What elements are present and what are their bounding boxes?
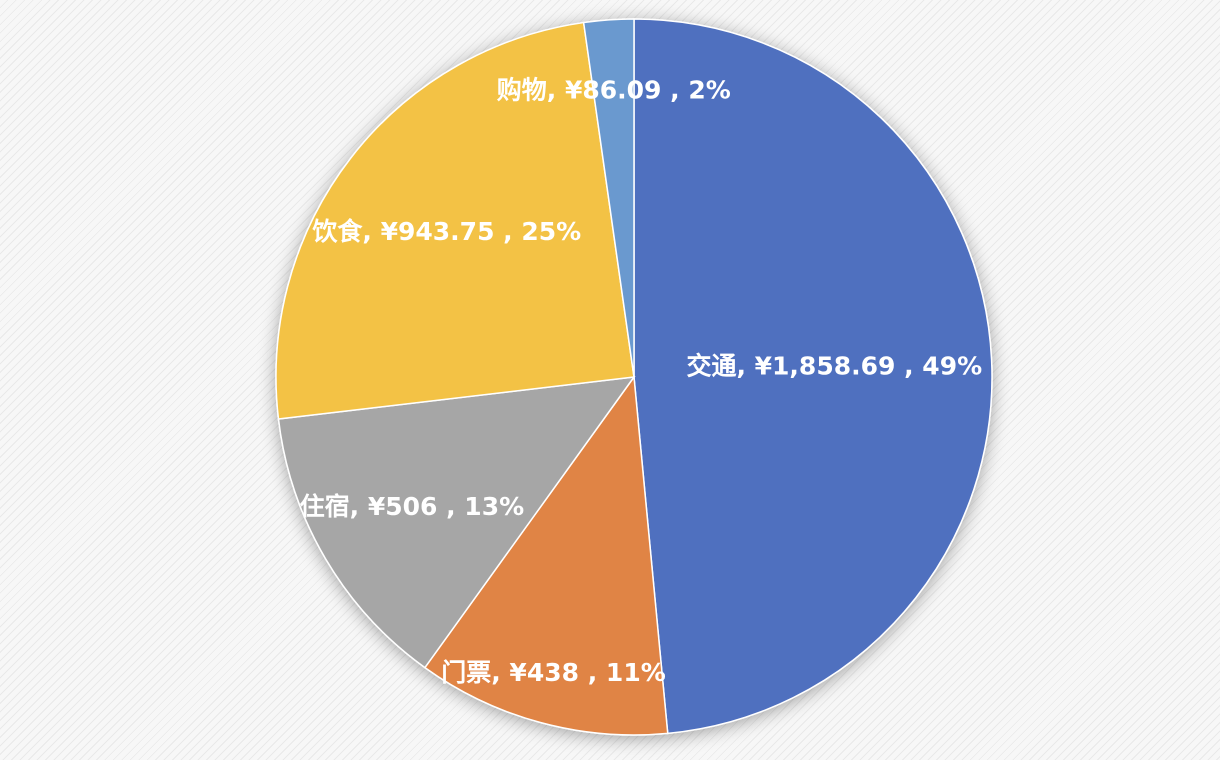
pie-data-label-2: 门票, ¥438 , 11%	[441, 658, 666, 687]
pie-slice-1	[633, 18, 993, 735]
pie-data-label-5: 购物, ¥86.09 , 2%	[497, 75, 731, 104]
pie-slices	[275, 18, 993, 736]
pie-data-label-1: 交通, ¥1,858.69 , 49%	[686, 352, 982, 381]
pie-slice-5	[582, 18, 635, 378]
pie-slice-2	[423, 374, 669, 736]
pie-slice-4	[275, 21, 635, 420]
pie-data-label-4: 饮食, ¥943.75 , 25%	[311, 217, 581, 246]
pie-slice-3	[277, 376, 636, 669]
pie-data-label-3: 住宿, ¥506 , 13%	[300, 492, 525, 521]
pie-data-labels: 交通, ¥1,858.69 , 49% 门票, ¥438 , 11% 住宿, ¥50…	[300, 75, 983, 687]
